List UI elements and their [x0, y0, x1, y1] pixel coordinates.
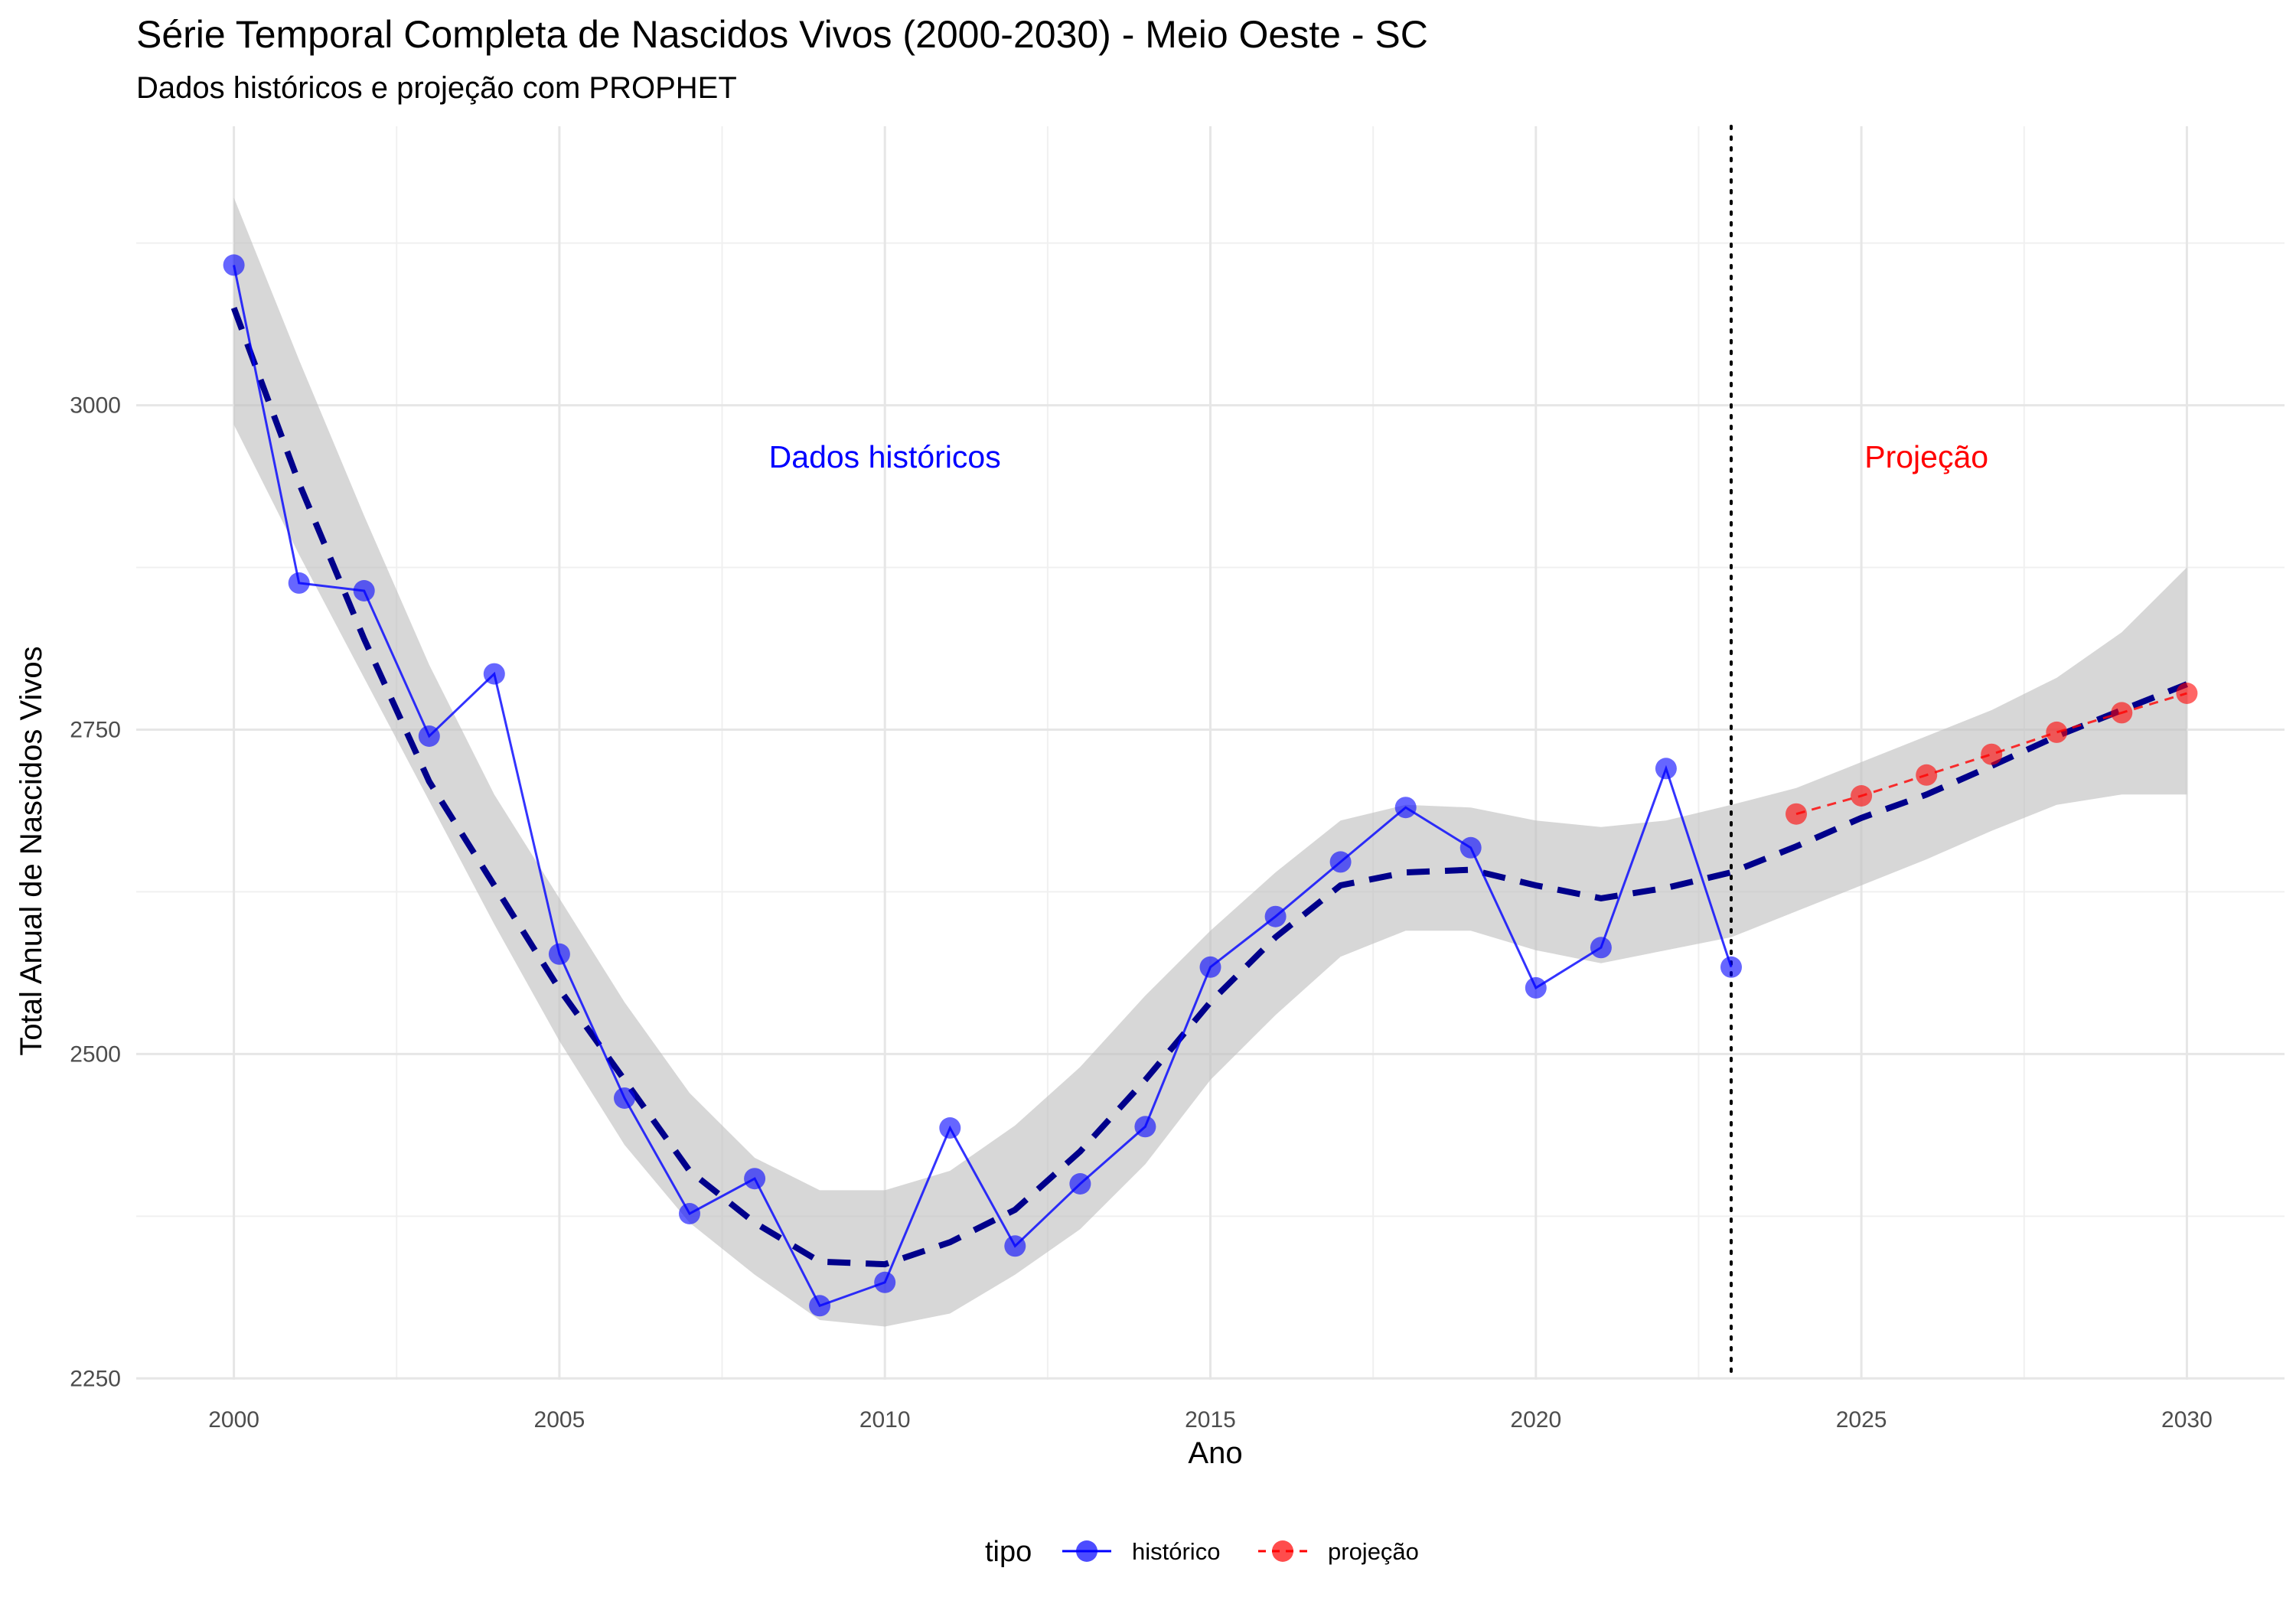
data-point-0[interactable] [1264, 905, 1287, 927]
legend: tipo histórico projeção [985, 1536, 1419, 1568]
data-point-0[interactable] [1069, 1173, 1091, 1195]
x-tick-label: 2030 [2161, 1407, 2213, 1433]
data-point-0[interactable] [744, 1168, 766, 1190]
x-tick-label: 2010 [859, 1407, 911, 1433]
series-layer [223, 254, 2198, 1317]
legend-key-point-historico [1076, 1540, 1097, 1562]
x-tick-label: 2020 [1510, 1407, 1561, 1433]
data-point-0[interactable] [939, 1117, 961, 1139]
legend-label-historico: histórico [1132, 1538, 1220, 1565]
data-point-1[interactable] [1851, 785, 1873, 807]
y-tick-labels: 2250 2500 2750 3000 [70, 393, 121, 1392]
data-point-0[interactable] [1329, 851, 1352, 873]
data-point-1[interactable] [1981, 743, 2003, 765]
data-point-0[interactable] [1394, 797, 1417, 819]
data-point-0[interactable] [874, 1271, 896, 1293]
data-point-0[interactable] [418, 725, 440, 747]
major-gridlines [136, 126, 2285, 1380]
x-tick-label: 2000 [208, 1407, 259, 1433]
x-tick-label: 2005 [534, 1407, 585, 1433]
legend-title: tipo [985, 1536, 1032, 1568]
data-point-0[interactable] [679, 1203, 700, 1224]
data-point-0[interactable] [1720, 956, 1742, 978]
data-point-1[interactable] [1786, 803, 1807, 825]
data-point-1[interactable] [2046, 721, 2068, 743]
data-point-0[interactable] [1004, 1235, 1026, 1257]
legend-key-point-projecao [1272, 1540, 1293, 1562]
data-point-0[interactable] [353, 580, 375, 601]
data-point-0[interactable] [548, 943, 570, 965]
data-point-0[interactable] [1199, 956, 1221, 978]
legend-item-projecao[interactable]: projeção [1258, 1538, 1419, 1565]
x-tick-label: 2025 [1836, 1407, 1887, 1433]
data-point-1[interactable] [2176, 683, 2198, 704]
y-tick-label: 2500 [70, 1041, 121, 1067]
data-point-0[interactable] [288, 572, 310, 594]
data-point-1[interactable] [1916, 764, 1938, 786]
data-point-0[interactable] [809, 1295, 831, 1317]
trend-layer [230, 307, 2188, 1268]
y-tick-label: 2250 [70, 1366, 121, 1391]
y-tick-label: 2750 [70, 717, 121, 742]
series-line-0 [233, 265, 1733, 1308]
annotation-historical: Dados históricos [769, 439, 1001, 474]
data-point-0[interactable] [223, 254, 245, 276]
legend-item-historico[interactable]: histórico [1062, 1538, 1220, 1565]
y-tick-label: 3000 [70, 393, 121, 419]
data-point-0[interactable] [1459, 836, 1482, 859]
data-point-0[interactable] [483, 663, 505, 685]
x-tick-labels: 2000 2005 2010 2015 2020 2025 2030 [208, 1407, 2213, 1433]
y-axis-title: Total Anual de Nascidos Vivos [15, 646, 48, 1055]
chart-subtitle: Dados históricos e projeção com PROPHET [136, 71, 737, 105]
x-tick-label: 2015 [1185, 1407, 1236, 1433]
chart-title: Série Temporal Completa de Nascidos Vivo… [136, 13, 1428, 56]
annotation-projection: Projeção [1864, 439, 1988, 474]
x-axis-title: Ano [1188, 1436, 1242, 1470]
data-point-0[interactable] [614, 1087, 635, 1109]
data-point-1[interactable] [2111, 702, 2133, 724]
data-point-0[interactable] [1655, 758, 1677, 780]
data-point-0[interactable] [1134, 1116, 1156, 1138]
data-point-0[interactable] [1590, 937, 1612, 959]
legend-label-projecao: projeção [1328, 1538, 1419, 1565]
trend-line [230, 307, 2188, 1268]
data-point-0[interactable] [1525, 976, 1547, 999]
